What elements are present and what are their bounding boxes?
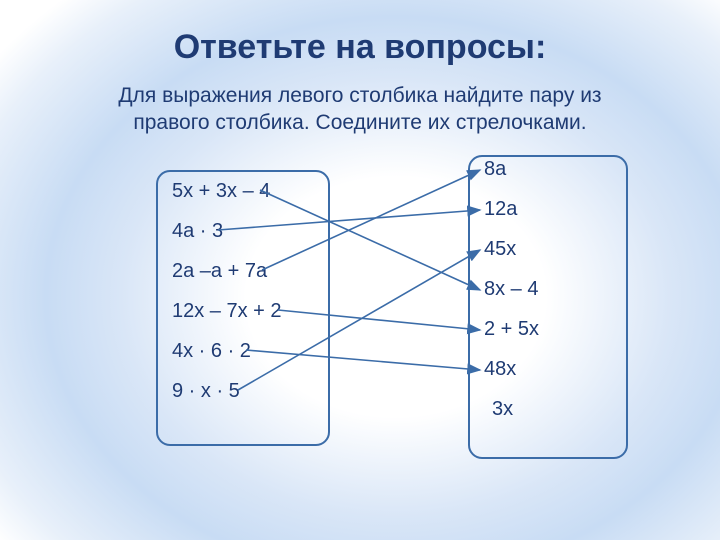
- right-item-5: 48х: [484, 358, 516, 381]
- slide: Ответьте на вопросы: Для выражения левог…: [0, 0, 720, 540]
- right-item-6: 3х: [492, 398, 513, 421]
- left-item-5: 9 · х · 5: [172, 380, 240, 403]
- left-item-3: 12х – 7х + 2: [172, 300, 282, 323]
- right-item-1: 12а: [484, 198, 517, 221]
- subtitle: Для выражения левого столбика найдите па…: [0, 82, 720, 137]
- left-item-4: 4х · 6 · 2: [172, 340, 251, 363]
- left-item-1: 4а · 3: [172, 220, 223, 243]
- left-item-0: 5х + 3х – 4: [172, 180, 270, 203]
- page-title: Ответьте на вопросы:: [0, 28, 720, 67]
- subtitle-line2: правого столбика. Соедините их стрелочка…: [133, 111, 586, 134]
- subtitle-line1: Для выражения левого столбика найдите па…: [118, 84, 601, 107]
- right-item-2: 45х: [484, 238, 516, 261]
- right-item-4: 2 + 5х: [484, 318, 539, 341]
- right-item-3: 8х – 4: [484, 278, 538, 301]
- left-item-2: 2а –а + 7а: [172, 260, 267, 283]
- right-item-0: 8а: [484, 158, 506, 181]
